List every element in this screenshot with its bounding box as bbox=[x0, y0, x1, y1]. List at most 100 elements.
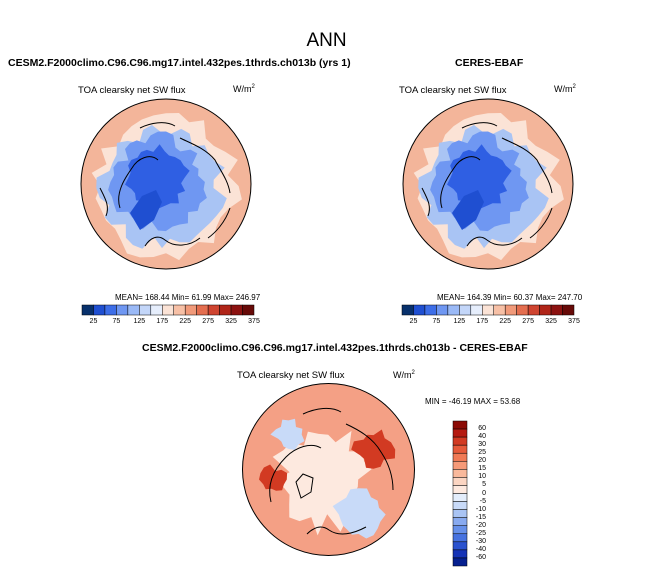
colorbar-swatch bbox=[452, 452, 468, 462]
panel-2-colorbar-labels: 25 75 125 175 225 275 325 375 bbox=[402, 318, 580, 328]
colorbar-tick-label: -15 bbox=[475, 513, 486, 521]
panel-2-title: CERES-EBAF bbox=[455, 57, 524, 69]
colorbar-tick-label: -60 bbox=[475, 553, 486, 561]
colorbar-swatch bbox=[452, 517, 468, 526]
colorbar-swatch bbox=[93, 304, 106, 316]
coastline bbox=[345, 423, 394, 491]
map-negative-region bbox=[270, 418, 305, 450]
colorbar-tick-label: 25 bbox=[409, 318, 418, 325]
colorbar-swatch bbox=[219, 304, 232, 316]
colorbar-swatch bbox=[452, 420, 468, 430]
colorbar-tick-label: 125 bbox=[453, 318, 466, 325]
coastline bbox=[461, 122, 498, 129]
colorbar-tick-label: 75 bbox=[112, 318, 121, 325]
panel-1-field: TOA clearsky net SW flux bbox=[78, 85, 186, 96]
colorbar-swatch bbox=[452, 493, 468, 502]
panel-3-colorbar bbox=[452, 420, 468, 567]
colorbar-swatch bbox=[162, 304, 174, 316]
coastline bbox=[139, 122, 176, 129]
coastline bbox=[144, 236, 201, 247]
colorbar-swatch bbox=[116, 304, 129, 316]
colorbar-swatch bbox=[452, 525, 468, 535]
colorbar-swatch bbox=[452, 469, 468, 478]
colorbar-swatch bbox=[207, 304, 220, 316]
coastline bbox=[302, 407, 342, 415]
colorbar-tick-label: 225 bbox=[179, 318, 192, 325]
panel-3-title: CESM2.F2000climo.C96.C96.mg17.intel.432p… bbox=[142, 342, 528, 354]
colorbar-tick-label: -40 bbox=[475, 545, 486, 553]
colorbar-swatch bbox=[139, 304, 152, 316]
coastline bbox=[269, 444, 322, 503]
panel-1-colorbar-labels: 25 75 125 175 225 275 325 375 bbox=[82, 318, 260, 328]
colorbar-swatch bbox=[81, 304, 94, 316]
panel-3-stats: MIN = -46.19 MAX = 53.68 bbox=[425, 397, 521, 406]
colorbar-tick-label: -25 bbox=[475, 529, 486, 537]
colorbar-tick-label: 225 bbox=[499, 318, 512, 325]
panel-2-units: W/m2 bbox=[554, 84, 576, 94]
panel-3-units: W/m2 bbox=[393, 370, 415, 380]
colorbar-swatch bbox=[452, 428, 468, 438]
map-core bbox=[125, 144, 190, 209]
map-neutral-region bbox=[272, 430, 372, 536]
map-core bbox=[447, 144, 512, 209]
colorbar-swatch bbox=[562, 304, 575, 316]
colorbar-swatch bbox=[452, 501, 468, 510]
colorbar-tick-label: 25 bbox=[89, 318, 98, 325]
colorbar-swatch bbox=[459, 304, 472, 316]
colorbar-swatch bbox=[504, 304, 517, 316]
panel-1-units: W/m2 bbox=[233, 84, 255, 94]
colorbar-tick-label: -10 bbox=[475, 505, 486, 513]
panel-3-colorbar-labels: 60 40 30 25 20 15 10 5 0 -5 -10 -15 -20 -25 -30 -40 -60 bbox=[468, 421, 490, 566]
colorbar-swatch bbox=[424, 304, 437, 316]
panel-1-stats: MEAN= 168.44 Min= 61.99 Max= 246.97 bbox=[115, 293, 261, 302]
colorbar-swatch bbox=[104, 304, 117, 316]
colorbar-tick-label: -5 bbox=[479, 497, 486, 505]
colorbar-swatch bbox=[527, 304, 540, 316]
colorbar-swatch bbox=[447, 304, 460, 316]
colorbar-swatch bbox=[452, 461, 468, 470]
colorbar-tick-label: 25 bbox=[478, 449, 486, 457]
colorbar-tick-label: 40 bbox=[478, 433, 486, 441]
colorbar-swatch bbox=[452, 444, 468, 454]
coastline bbox=[440, 156, 481, 209]
map-negative-region bbox=[332, 488, 386, 539]
colorbar-swatch bbox=[452, 509, 468, 518]
colorbar-tick-label: 60 bbox=[478, 425, 486, 433]
coastline bbox=[306, 526, 367, 535]
greenland-ice bbox=[130, 190, 162, 230]
colorbar-swatch bbox=[173, 304, 186, 316]
panel-2-colorbar bbox=[401, 304, 575, 316]
panel-1-title: CESM2.F2000climo.C96.C96.mg17.intel.432p… bbox=[8, 57, 351, 69]
colorbar-tick-label: 375 bbox=[568, 318, 580, 325]
colorbar-tick-label: 325 bbox=[545, 318, 557, 325]
map-boundary bbox=[402, 98, 574, 270]
map-boundary bbox=[80, 98, 252, 270]
map-positive-region bbox=[351, 429, 396, 469]
panel-2-polar-map bbox=[402, 98, 574, 270]
colorbar-swatch bbox=[401, 304, 414, 316]
coastline bbox=[118, 156, 159, 209]
coastline bbox=[99, 187, 108, 217]
colorbar-swatch bbox=[127, 304, 140, 316]
colorbar-tick-label: 5 bbox=[482, 481, 486, 489]
colorbar-swatch bbox=[452, 533, 468, 543]
colorbar-tick-label: 325 bbox=[225, 318, 237, 325]
colorbar-tick-label: -20 bbox=[475, 521, 486, 529]
colorbar-tick-label: 275 bbox=[522, 318, 534, 325]
panel-3-polar-map bbox=[242, 383, 415, 556]
colorbar-swatch bbox=[482, 304, 494, 316]
colorbar-tick-label: 10 bbox=[478, 473, 486, 481]
colorbar-tick-label: 30 bbox=[478, 441, 486, 449]
colorbar-tick-label: 375 bbox=[248, 318, 260, 325]
coastline bbox=[501, 137, 553, 194]
colorbar-swatch bbox=[452, 557, 468, 567]
panel-2-stats: MEAN= 164.39 Min= 60.37 Max= 247.70 bbox=[437, 293, 583, 302]
main-title: ANN bbox=[306, 30, 347, 51]
coastline bbox=[466, 236, 523, 247]
colorbar-swatch bbox=[493, 304, 506, 316]
colorbar-swatch bbox=[539, 304, 552, 316]
panel-1-polar-map bbox=[80, 98, 252, 270]
colorbar-swatch bbox=[452, 485, 468, 494]
coastline bbox=[421, 187, 430, 217]
map-positive-region bbox=[259, 464, 288, 491]
